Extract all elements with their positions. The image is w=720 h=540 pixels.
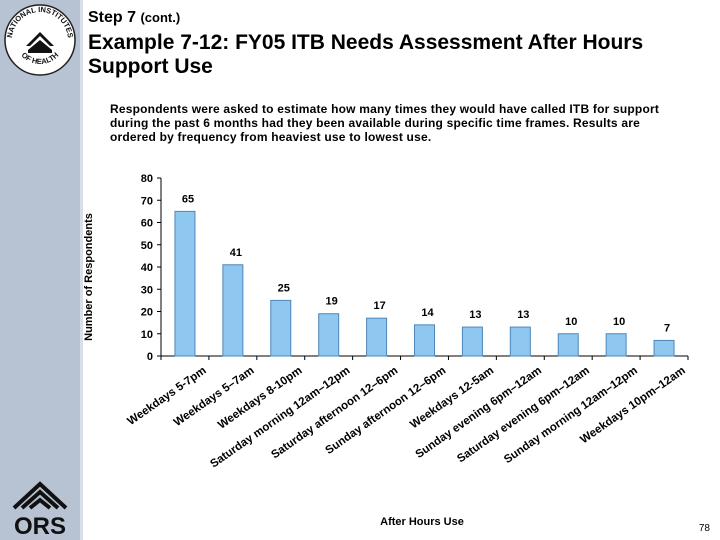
ors-logo: ORS: [12, 481, 68, 538]
x-axis-title: After Hours Use: [380, 516, 464, 528]
description: Respondents were asked to estimate how m…: [110, 102, 660, 144]
bar: [461, 326, 483, 357]
y-tick-label: 80: [141, 173, 153, 185]
bar: [366, 317, 388, 357]
data-label: 25: [278, 282, 290, 294]
data-label: 41: [230, 247, 242, 259]
bar: [174, 210, 196, 357]
x-tick-label: Weekdays 5–7am: [172, 365, 257, 429]
page-number: 78: [698, 523, 710, 534]
x-tick-label: Weekdays 12-5am: [408, 365, 496, 432]
svg-text:ORS: ORS: [14, 513, 66, 538]
y-tick-label: 40: [141, 262, 153, 274]
bar: [318, 313, 340, 357]
y-tick-label: 70: [141, 195, 153, 207]
svg-text:OF HEALTH: OF HEALTH: [20, 50, 61, 66]
data-label: 14: [421, 307, 434, 319]
y-tick-label: 20: [141, 307, 153, 319]
step-heading: Step 7 (cont.): [88, 9, 181, 26]
data-label: 10: [565, 316, 577, 328]
data-label: 19: [326, 296, 338, 308]
sidebar-divider: [80, 0, 83, 540]
y-axis-title: Number of Respondents: [83, 213, 95, 341]
y-tick-label: 0: [147, 351, 153, 363]
x-tick-label: Weekdays 8-10pm: [216, 365, 304, 432]
y-tick-label: 60: [141, 218, 153, 230]
bar: [270, 299, 292, 357]
bar: [557, 333, 579, 357]
x-tick-label: Weekdays 5-7pm: [125, 365, 208, 428]
y-tick-label: 30: [141, 284, 153, 296]
bar: [414, 324, 435, 357]
data-label: 13: [517, 309, 529, 321]
bar: [653, 339, 675, 357]
bar: [222, 264, 244, 357]
nih-logo: NATIONAL INSTITUTES OF HEALTH: [4, 4, 76, 76]
data-label: 10: [613, 316, 625, 328]
bar: [509, 326, 531, 357]
sidebar: [0, 0, 80, 540]
data-label: 65: [182, 193, 194, 205]
y-tick-label: 50: [141, 240, 153, 252]
data-label: 13: [469, 309, 481, 321]
bar: [605, 333, 627, 357]
page-title: Example 7-12: FY05 ITB Needs Assessment …: [88, 31, 644, 78]
data-label: 7: [664, 322, 670, 334]
y-tick-label: 10: [141, 329, 153, 341]
data-label: 17: [373, 300, 385, 312]
